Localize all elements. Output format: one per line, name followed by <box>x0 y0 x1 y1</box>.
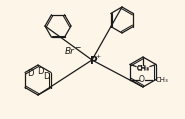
Text: O: O <box>139 75 145 84</box>
Text: +: + <box>95 54 101 59</box>
Text: CH₃: CH₃ <box>136 65 149 71</box>
Text: D: D <box>43 72 49 81</box>
Text: Br: Br <box>65 47 75 57</box>
Text: CH₃: CH₃ <box>137 65 150 71</box>
Text: P: P <box>90 56 98 66</box>
Text: D: D <box>37 67 43 75</box>
Text: CH₃: CH₃ <box>156 77 169 82</box>
Text: CH₃: CH₃ <box>137 66 149 72</box>
Text: −: − <box>74 44 80 52</box>
Text: D: D <box>27 69 33 78</box>
